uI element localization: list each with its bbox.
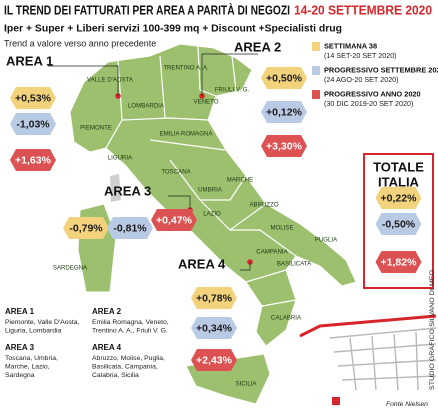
region-label: PUGLIA bbox=[315, 237, 338, 244]
badge-value: +0,34% bbox=[196, 322, 233, 334]
badge-value: +0,53% bbox=[15, 92, 52, 104]
region-label: TRENTINO A. A. bbox=[163, 65, 209, 72]
badge bbox=[261, 67, 307, 89]
key-text: Piemonte, Valle D'Aosta, bbox=[5, 319, 80, 326]
region-label: ABRUZZO bbox=[249, 202, 278, 209]
area-label: AREA 1 bbox=[6, 53, 53, 68]
badge bbox=[10, 87, 56, 109]
badge-value: +1,63% bbox=[15, 154, 52, 166]
key-text: Basilicata, Campania, bbox=[92, 363, 158, 370]
region-label: VALLE D'AOSTA bbox=[87, 77, 134, 84]
note: Trend a valore verso anno precedente bbox=[4, 38, 156, 48]
key-title: AREA 4 bbox=[92, 343, 122, 352]
badge-value: +2,43% bbox=[196, 354, 233, 366]
badge bbox=[261, 101, 307, 123]
region-label: CAMPANIA bbox=[256, 249, 288, 256]
legend-label: PROGRESSIVO SETTEMBRE 2020 bbox=[324, 65, 438, 74]
region-borders bbox=[105, 45, 297, 307]
region-label: LOMBARDIA bbox=[128, 103, 165, 110]
key-text: Sardegna bbox=[5, 372, 35, 379]
key-text: Trentino A. A., Friuli V. G. bbox=[92, 327, 168, 334]
area-label: AREA 2 bbox=[234, 39, 281, 54]
subtitle: Iper + Super + Liberi servizi 100-399 mq… bbox=[4, 24, 342, 35]
badge-value: +0,12% bbox=[266, 106, 303, 118]
badge bbox=[375, 187, 422, 209]
key-text: Liguria, Lombardia bbox=[5, 327, 62, 334]
badge-value: -0,79% bbox=[69, 222, 103, 234]
region-label: VENETO bbox=[194, 99, 219, 106]
badge bbox=[191, 287, 237, 309]
area-label: AREA 4 bbox=[178, 256, 226, 271]
badge bbox=[151, 209, 197, 231]
cart-handle bbox=[299, 314, 437, 338]
badge bbox=[375, 251, 422, 273]
region-label: EMILIA ROMAGNA bbox=[160, 131, 214, 138]
legend-swatch bbox=[312, 42, 320, 51]
key-text: Emilia Romagna, Veneto, bbox=[92, 319, 169, 326]
badge-value: -0,81% bbox=[113, 222, 147, 234]
total-box bbox=[363, 153, 434, 289]
region-label: BASILICATA bbox=[277, 261, 312, 268]
legend-swatch bbox=[312, 66, 320, 75]
badge-value: +0,78% bbox=[196, 292, 233, 304]
badge bbox=[375, 213, 422, 235]
region-label: LAZIO bbox=[203, 211, 221, 218]
badge-value: -1,03% bbox=[16, 118, 50, 130]
badge bbox=[191, 317, 237, 339]
cart-basket bbox=[329, 327, 437, 391]
badge bbox=[261, 135, 307, 157]
badge-value: +0,22% bbox=[381, 192, 418, 204]
cart bbox=[299, 314, 437, 391]
legend-label: SETTIMANA 38 bbox=[324, 41, 377, 50]
corsica bbox=[110, 174, 121, 202]
region-label: FRIULI V. G. bbox=[215, 87, 250, 94]
region-label: UMBRIA bbox=[198, 187, 223, 194]
title-highlight: 14-20 SETTEMBRE 2020 bbox=[294, 3, 432, 17]
badge-value: -0,50% bbox=[382, 218, 416, 230]
area-label: AREA 3 bbox=[104, 183, 151, 198]
legend-period: (14 SET-20 SET 2020) bbox=[324, 51, 397, 60]
legend-label: PROGRESSIVO ANNO 2020 bbox=[324, 89, 421, 98]
pointer-lines bbox=[48, 53, 258, 271]
badge bbox=[10, 113, 56, 135]
badge-value: +0,47% bbox=[156, 214, 193, 226]
badge-value: +1,82% bbox=[381, 256, 418, 268]
source: Fonte Nielsen bbox=[386, 401, 428, 408]
region-label: SICILIA bbox=[236, 381, 258, 388]
region-label: PIEMONTE bbox=[80, 125, 112, 132]
key-text: Marche, Lazio, bbox=[5, 363, 50, 370]
region-label: CALABRIA bbox=[271, 315, 302, 322]
key-text: Toscana, Umbria, bbox=[5, 355, 58, 362]
legend-period: (24 AGO-20 SET 2020) bbox=[324, 75, 399, 84]
key-title: AREA 3 bbox=[5, 343, 35, 352]
region-label: MARCHE bbox=[227, 177, 253, 184]
logo bbox=[332, 397, 340, 405]
key-text: Calabria, Sicilia bbox=[92, 372, 139, 379]
region-label: MOLISE bbox=[270, 225, 293, 232]
legend-period: (30 DIC 2019-20 SET 2020) bbox=[324, 99, 413, 108]
legend-swatch bbox=[312, 90, 320, 99]
badge bbox=[191, 349, 237, 371]
badge bbox=[107, 217, 153, 239]
key-title: AREA 2 bbox=[92, 307, 122, 316]
region-label: LIGURIA bbox=[108, 155, 133, 162]
key-text: Abruzzo, Molise, Puglia, bbox=[92, 355, 165, 362]
region-label: SARDEGNA bbox=[53, 265, 88, 272]
key-title: AREA 1 bbox=[5, 307, 35, 316]
total-title: ITALIA bbox=[378, 174, 420, 189]
badge-value: +0,50% bbox=[266, 72, 303, 84]
badge bbox=[63, 217, 109, 239]
region-label: TOSCANA bbox=[161, 169, 191, 176]
credit: STUDIO GRAFICO SILVANO DI MEO bbox=[429, 270, 436, 390]
title: IL TREND DEI FATTURATI PER AREA A PARITÀ… bbox=[4, 2, 290, 17]
badge bbox=[10, 149, 56, 171]
total-title: TOTALE bbox=[373, 159, 424, 174]
badge-value: +3,30% bbox=[266, 140, 303, 152]
